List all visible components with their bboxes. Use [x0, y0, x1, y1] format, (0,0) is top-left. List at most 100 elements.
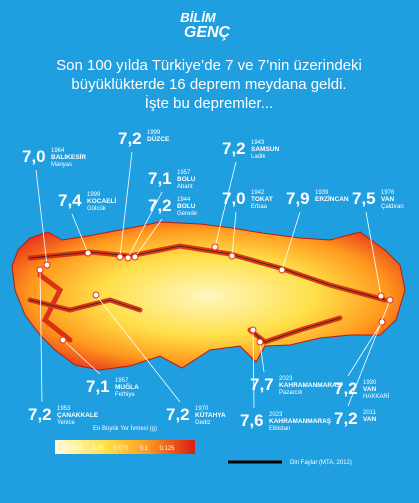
province: TOKAT: [251, 196, 273, 203]
year: 2011: [363, 410, 377, 416]
epicenter: [92, 291, 100, 299]
magnitude: 7,1: [86, 377, 110, 396]
magnitude: 7,1: [148, 169, 172, 188]
year: 1964: [51, 148, 65, 154]
district: Manyas: [51, 162, 72, 168]
province: BOLU: [177, 176, 196, 183]
magnitude: 7,5: [352, 189, 376, 208]
magnitude: 7,2: [28, 405, 52, 424]
year: 1957: [115, 378, 129, 384]
title-line: İşte bu depremler...: [145, 94, 273, 112]
connector: [214, 161, 237, 248]
district: Abant: [177, 184, 193, 190]
year: 2023: [269, 412, 283, 418]
magnitude: 7,2: [148, 196, 172, 215]
connector: [39, 269, 43, 403]
magnitude: 7,2: [118, 129, 142, 148]
province: KOCAELİ: [87, 197, 116, 205]
year: 1953: [57, 406, 71, 412]
epicenter: [131, 253, 139, 261]
year: 1943: [251, 140, 265, 146]
legend-tick: 0.1: [140, 446, 149, 452]
year: 2023: [279, 376, 293, 382]
magnitude: 7,7: [250, 375, 274, 394]
magnitude: 7,2: [334, 379, 358, 398]
district: HAKKARİ: [363, 393, 390, 400]
magnitude: 7,9: [286, 189, 310, 208]
connector: [259, 341, 265, 373]
province: ERZİNCAN: [315, 195, 349, 203]
district: Gerede: [177, 211, 198, 217]
connector: [252, 329, 255, 409]
logo: BİLİM: [180, 10, 217, 25]
legend-tick: 0.075: [113, 446, 129, 452]
district: Fethiye: [115, 392, 135, 398]
legend-tick: 0.05: [92, 446, 104, 452]
district: Yenice: [57, 420, 75, 426]
fault-legend-label: Diri Faylar (MTA, 2012): [290, 460, 352, 466]
year: 1944: [177, 197, 191, 203]
legend-title: En Büyük Yer İvmesi (g): [93, 425, 157, 432]
year: 1970: [195, 406, 209, 412]
connector: [231, 211, 237, 257]
year: 1976: [381, 190, 395, 196]
connector: [134, 218, 163, 258]
turkey-map: [11, 221, 406, 371]
district: Gölcük: [87, 206, 107, 212]
logo: GENÇ: [184, 24, 231, 41]
province: KAHRAMANMARAŞ: [269, 418, 332, 425]
province: BALIKESİR: [51, 153, 86, 161]
fault-lines: [29, 245, 386, 343]
legend-tick: 0.025: [67, 446, 83, 452]
title-line: Son 100 yılda Türkiye’de 7 ve 7’nin üzer…: [56, 57, 362, 74]
connector: [62, 339, 101, 375]
connector: [347, 299, 391, 407]
epicenter: [211, 243, 219, 251]
connector: [281, 211, 301, 271]
connector: [71, 213, 89, 254]
district: Erbaa: [251, 204, 268, 210]
year: 1939: [315, 190, 329, 196]
district: Gediz: [195, 420, 211, 426]
epicenter: [377, 292, 385, 300]
province: VAN: [363, 416, 377, 423]
magnitude: 7,2: [166, 405, 190, 424]
epicenter: [124, 254, 132, 262]
epicenter: [249, 326, 257, 334]
epicenter: [43, 261, 51, 269]
year: 1999: [147, 130, 161, 136]
province: KAHRAMANMARAŞ: [279, 382, 342, 389]
year: 1930: [363, 380, 377, 386]
epicenter: [36, 266, 44, 274]
province: ÇANAKKALE: [57, 412, 99, 419]
connector: [95, 294, 181, 403]
magnitude: 7,2: [222, 139, 246, 158]
magnitude: 7,0: [22, 147, 46, 166]
district: Çaldıran: [381, 204, 404, 210]
province: BOLU: [177, 203, 196, 210]
legend-gradient: [55, 440, 195, 454]
epicenter: [59, 336, 67, 344]
connector: [35, 169, 48, 266]
magnitude: 7,6: [240, 411, 264, 430]
title-line: büyüklükterde 16 deprem meydana geldi.: [71, 76, 346, 93]
epicenter: [228, 252, 236, 260]
magnitude: 7,0: [222, 189, 246, 208]
province: VAN: [363, 386, 377, 393]
legend-tick: 0.125: [159, 446, 175, 452]
district: Elbistan: [269, 426, 290, 432]
connector: [347, 321, 383, 377]
connector: [365, 211, 382, 297]
